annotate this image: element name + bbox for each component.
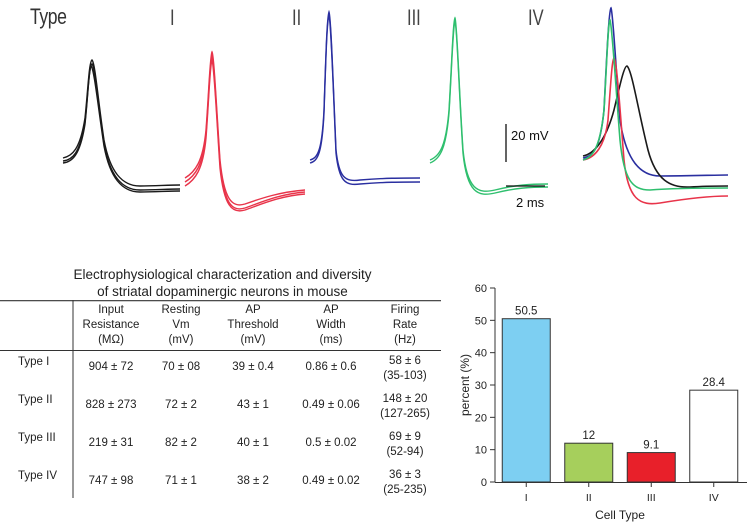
cell-resting-vm: 71 ± 1	[165, 475, 197, 487]
scale-time: 2 ms	[516, 195, 545, 210]
cell-ap-threshold: 39 ± 0.4	[232, 361, 274, 373]
cell-ap-width: 0.86 ± 0.6	[305, 361, 357, 373]
row-label-type-iii: Type III	[18, 432, 56, 444]
y-axis-label: percent (%)	[458, 354, 472, 416]
cell-resting-vm: 70 ± 08	[161, 361, 201, 373]
cell-type-bar-chart: 0 10 20 30 40 50 60 50.5 I 12 II 9.1 III 28.4 IV Cell T…	[458, 283, 747, 522]
properties-table: Input Resistance (MΩ) Resting Vm (mV) AP Thre…	[0, 300, 441, 502]
x-tick-label: III	[647, 492, 656, 504]
header-ap-width: AP Width (ms)	[316, 303, 346, 346]
bar-iii	[626, 452, 676, 483]
panel-label-iii: III	[407, 5, 421, 30]
table-row: Type II 828 ± 273 72 ± 2 43 ± 1 0.49 ± 0…	[0, 388, 441, 426]
x-tick-label: IV	[709, 492, 719, 504]
bar-value-label: 12	[582, 430, 595, 442]
cell-input-resistance: 219 ± 31	[88, 437, 134, 449]
table-row: Type III 219 ± 31 82 ± 2 40 ± 1 0.5 ± 0.…	[0, 426, 441, 464]
cell-resting-vm: 82 ± 2	[165, 437, 197, 449]
trace-type-i	[62, 59, 181, 193]
table-row: Type IV 747 ± 98 71 ± 1 38 ± 2 0.49 ± 0.…	[0, 464, 441, 502]
panel-label-i: I	[170, 5, 175, 30]
bar-value-label: 50.5	[515, 306, 537, 318]
trace-type-iii	[309, 9, 421, 186]
bar-i	[501, 318, 551, 483]
ap-traces	[62, 6, 729, 212]
cell-firing-rate: 36 ± 3 (25-235)	[383, 469, 427, 496]
header-firing-rate: Firing Rate (Hz)	[390, 303, 420, 346]
bar-value-label: 9.1	[643, 440, 659, 452]
trace-overlay	[582, 6, 729, 205]
scale-bars	[505, 124, 545, 187]
row-label-type-ii: Type II	[18, 394, 53, 406]
cell-ap-width: 0.49 ± 0.02	[302, 475, 360, 487]
header-resting-vm: Resting Vm (mV)	[161, 303, 201, 346]
type-label: Type	[30, 4, 67, 29]
bar-value-label: 28.4	[703, 377, 726, 389]
y-tick-label: 0	[481, 477, 487, 489]
cell-ap-threshold: 38 ± 2	[237, 475, 269, 487]
header-blank	[0, 300, 73, 350]
table-row: Type I 904 ± 72 70 ± 08 39 ± 0.4 0.86 ± …	[0, 350, 441, 388]
cell-firing-rate: 69 ± 9 (52-94)	[386, 431, 424, 458]
row-label-type-i: Type I	[18, 356, 50, 368]
cell-ap-width: 0.49 ± 0.06	[302, 399, 360, 411]
bar-ii	[564, 442, 614, 483]
cell-input-resistance: 904 ± 72	[88, 361, 134, 373]
table-title-line1: Electrophysiological characterization an…	[73, 267, 372, 282]
y-tick-label: 50	[475, 315, 487, 327]
cell-ap-threshold: 43 ± 1	[237, 399, 269, 411]
scale-voltage: 20 mV	[511, 128, 549, 143]
cell-ap-threshold: 40 ± 1	[237, 437, 269, 449]
y-tick-label: 10	[475, 445, 487, 457]
cell-input-resistance: 828 ± 273	[85, 399, 137, 411]
x-tick-label: II	[586, 492, 592, 504]
cell-ap-width: 0.5 ± 0.02	[305, 437, 357, 449]
cell-firing-rate: 148 ± 20 (127-265)	[380, 393, 430, 420]
header-input-resistance: Input Resistance (MΩ)	[82, 303, 140, 346]
y-tick-label: 30	[475, 380, 487, 392]
y-tick-label: 40	[475, 348, 487, 360]
cell-firing-rate: 58 ± 6 (35-103)	[383, 355, 427, 382]
cell-input-resistance: 747 ± 98	[88, 475, 134, 487]
header-ap-threshold: AP Threshold (mV)	[227, 303, 279, 346]
x-axis-label: Cell Type	[595, 508, 645, 522]
row-label-type-iv: Type IV	[18, 470, 57, 482]
trace-type-ii	[184, 50, 306, 212]
table-rules	[0, 300, 441, 498]
table-title: Electrophysiological characterization an…	[0, 266, 445, 300]
y-tick-label: 20	[475, 412, 487, 424]
x-tick-label: I	[525, 492, 528, 504]
bar-iv	[689, 389, 739, 483]
table-title-line2: of striatal dopaminergic neurons in mous…	[97, 284, 348, 299]
panel-label-iv: IV	[528, 5, 544, 30]
trace-type-iv	[429, 16, 549, 195]
cell-resting-vm: 72 ± 2	[165, 399, 197, 411]
panel-label-ii: II	[292, 5, 302, 30]
y-tick-label: 60	[475, 283, 487, 295]
